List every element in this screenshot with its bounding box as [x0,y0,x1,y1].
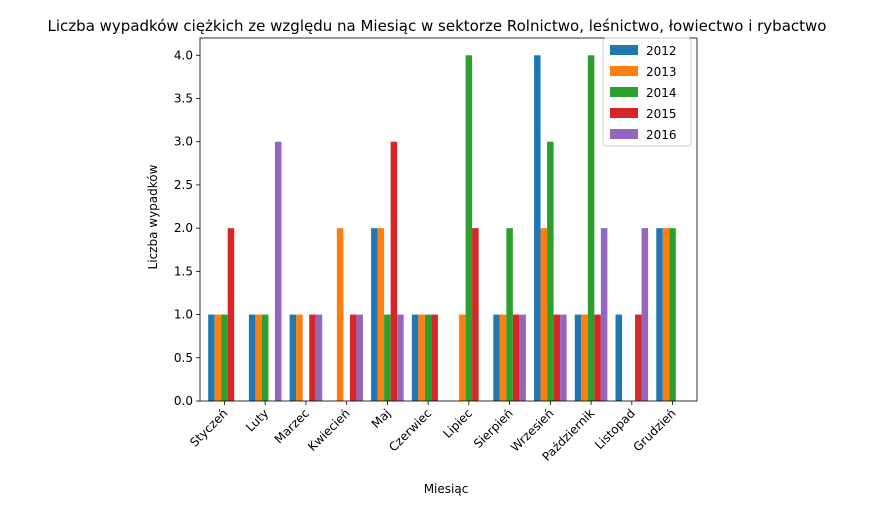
x-tick-label: Lipiec [440,406,475,441]
y-tick-label: 0.5 [174,351,193,365]
bar-2012-7 [493,314,500,401]
bar-2014-1 [261,314,269,401]
bar-2014-5 [424,314,432,401]
bar-2016-8 [560,314,567,401]
bar-2014-11 [669,228,676,401]
bar-2014-9 [587,55,595,402]
bar-2012-4 [371,228,378,401]
bar-2014-7 [506,228,513,401]
bar-2016-4 [397,314,404,401]
chart-title: Liczba wypadków ciężkich ze względu na M… [48,17,827,35]
bar-2013-6 [459,314,466,401]
x-tick-label: Grudzień [631,406,679,454]
bar-2012-11 [656,228,663,401]
legend-swatch-2016 [610,129,638,139]
bar-2013-4 [377,228,385,401]
x-tick-label: Marzec [272,406,312,446]
bar-2015-8 [553,314,561,401]
bar-2013-8 [540,228,548,401]
legend-label-2015: 2015 [646,107,677,121]
bar-2013-2 [296,314,303,401]
bar-2014-6 [465,55,473,402]
x-tick-label: Czerwiec [386,406,434,454]
y-tick-label: 3.5 [174,92,193,106]
y-tick-label: 2.5 [174,178,193,192]
bar-2015-5 [431,314,438,401]
bar-2012-5 [411,314,419,401]
x-tick-label: Luty [243,406,271,434]
bar-2013-9 [581,314,588,401]
legend-label-2013: 2013 [646,65,677,79]
bar-2013-3 [336,228,344,401]
bar-2015-3 [349,314,357,401]
y-axis-label: Liczba wypadków [146,164,160,269]
legend: 2012 2013 2014 2015 2016 [602,37,692,147]
y-tick-label: 0.0 [174,394,193,408]
bar-2012-10 [615,314,623,401]
bar-2015-2 [309,314,316,401]
legend-label-2012: 2012 [646,44,677,58]
legend-swatch-2015 [610,108,638,118]
bar-2013-0 [214,314,222,401]
bar-2016-3 [356,314,363,401]
legend-label-2016: 2016 [646,128,677,142]
bar-2016-10 [641,228,649,401]
bar-2015-10 [635,314,642,401]
bar-2016-7 [519,314,526,401]
legend-swatch-2012 [610,45,638,55]
bar-2016-2 [315,314,323,401]
bar-2015-0 [227,228,235,401]
y-tick-label: 1.0 [174,308,193,322]
bar-2012-0 [208,314,215,401]
x-tick-label: Styczeń [187,406,230,449]
axes-frame [199,37,698,402]
bar-2014-0 [221,314,228,401]
legend-box [602,37,692,147]
legend-swatch-2014 [610,87,638,97]
bar-2013-7 [499,314,507,401]
bar-2016-1 [274,141,282,401]
y-tick-label: 2.0 [174,221,193,235]
bar-2013-1 [255,314,262,401]
y-tick-label: 1.5 [174,264,193,278]
legend-swatch-2013 [610,66,638,76]
y-tick-label: 3.0 [174,135,193,149]
bar-2015-6 [472,228,479,401]
bar-2012-8 [534,55,541,402]
legend-label-2014: 2014 [646,86,677,100]
bar-2013-5 [418,314,425,401]
x-tick-label: Maj [369,406,394,431]
bar-2015-4 [390,141,398,401]
bar-2016-9 [600,228,608,401]
bar-2012-9 [574,314,582,401]
bar-2012-2 [289,314,297,401]
bar-2014-4 [384,314,391,401]
bar-2015-9 [594,314,601,401]
x-tick-label: Kwiecień [305,406,353,454]
x-axis-label: Miesiąc [424,482,469,496]
y-tick-label: 4.0 [174,48,193,62]
bar-2013-11 [662,228,670,401]
bar-2015-7 [512,314,520,401]
bar-2012-1 [248,314,256,401]
bar-2014-8 [547,141,554,401]
